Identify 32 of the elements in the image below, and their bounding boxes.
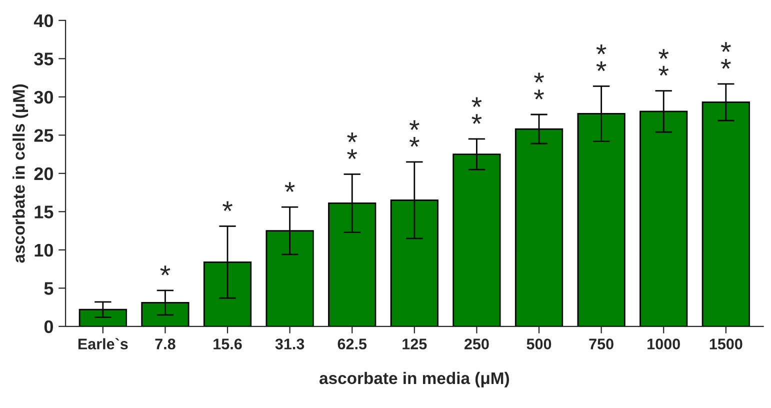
x-axis-title: ascorbate in media (μM)	[320, 372, 509, 388]
x-tick-label: 125	[402, 338, 427, 350]
y-tick-label: 10	[34, 244, 53, 257]
x-tick-label: 31.3	[275, 338, 304, 350]
annotation: * *	[472, 97, 482, 124]
y-tick-label: 20	[34, 167, 53, 180]
y-tick-label: 25	[34, 129, 54, 142]
x-tick-label: 1500	[710, 338, 742, 350]
y-tick-label: 5	[44, 282, 54, 295]
annotation: * *	[347, 132, 358, 160]
x-tick-label: 7.8	[155, 338, 176, 350]
y-tick-label: 40	[34, 14, 53, 28]
y-axis-title: ascorbate in cells (μM)	[12, 84, 28, 263]
x-tick-label: 750	[589, 338, 614, 350]
annotation: *	[160, 266, 170, 276]
x-tick-label: 500	[526, 338, 552, 350]
annotation: * *	[720, 42, 731, 69]
y-tick-label: 0	[44, 320, 53, 334]
annotation: * *	[534, 72, 544, 100]
x-tick-label: 15.6	[214, 338, 242, 350]
x-tick-label: 62.5	[338, 338, 367, 350]
annotation: *	[284, 182, 295, 192]
x-tick-label: Earle`s	[78, 338, 128, 350]
annotation: * *	[658, 49, 669, 76]
annotation: * *	[596, 44, 606, 72]
annotation: *	[222, 201, 232, 212]
y-tick-label: 30	[34, 90, 53, 104]
x-tick-label: 250	[464, 338, 489, 350]
y-tick-label: 15	[34, 206, 54, 218]
x-tick-label: 1000	[648, 338, 680, 350]
y-tick-label: 35	[34, 52, 54, 66]
annotation: * *	[409, 120, 420, 147]
